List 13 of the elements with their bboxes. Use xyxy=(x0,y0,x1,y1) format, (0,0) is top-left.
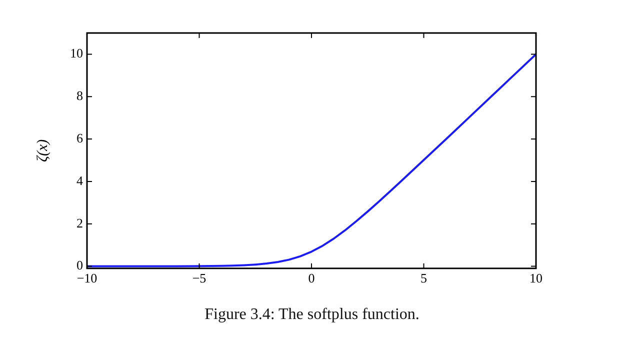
caption: Figure 3.4: The softplus function. xyxy=(204,306,420,324)
y-tick-label: 0 xyxy=(76,258,83,273)
y-tick-label: 2 xyxy=(76,215,83,230)
x-tick-label: 5 xyxy=(420,270,427,286)
x-tick-label: 10 xyxy=(530,270,542,286)
x-tick-label: −10 xyxy=(76,270,98,286)
x-tick-label: −5 xyxy=(192,270,206,286)
y-axis-title: ζ(x) xyxy=(34,139,51,162)
y-tick-label: 10 xyxy=(70,46,83,61)
y-tick-label: 8 xyxy=(76,88,83,104)
y-tick-label: 4 xyxy=(76,172,84,188)
x-tick-label: 0 xyxy=(308,270,315,286)
y-tick-label: 6 xyxy=(76,130,84,146)
